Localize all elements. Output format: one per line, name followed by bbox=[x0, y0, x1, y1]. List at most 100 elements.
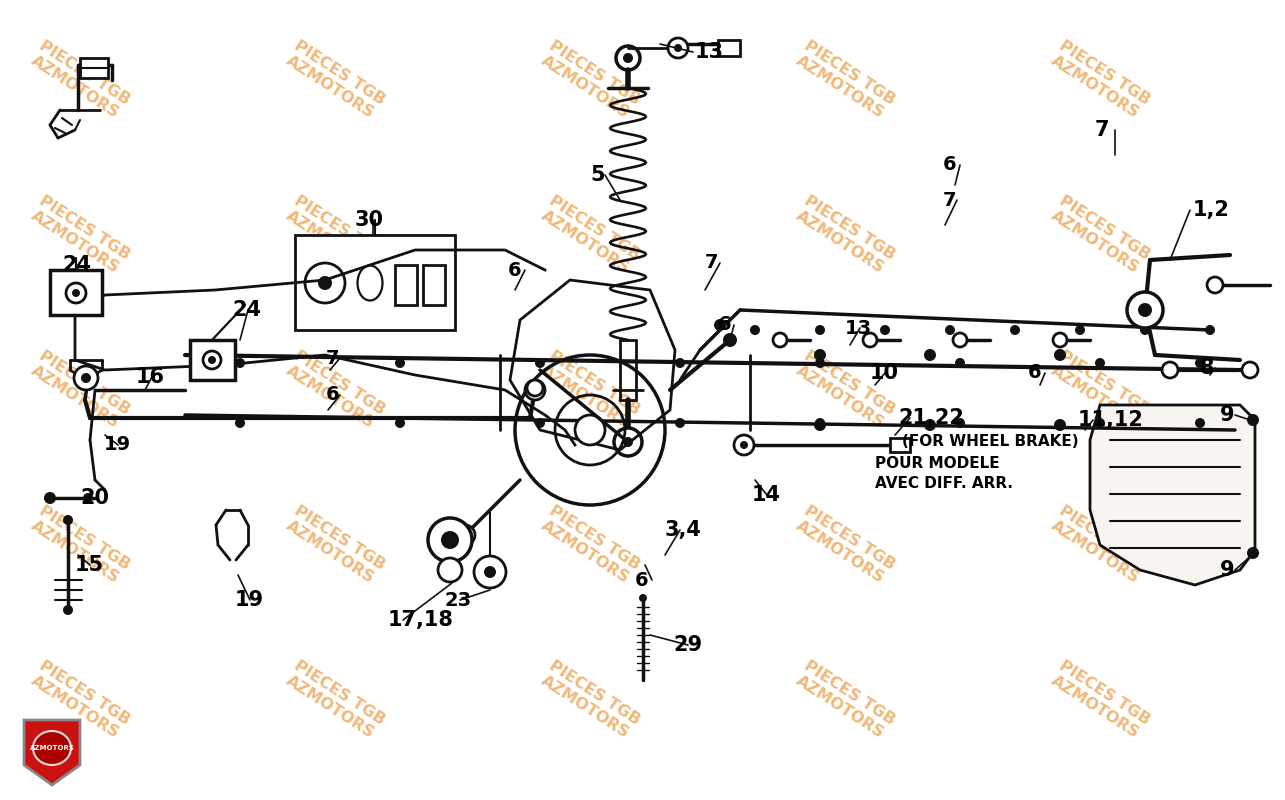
Text: (FOR WHEEL BRAKE): (FOR WHEEL BRAKE) bbox=[902, 434, 1078, 450]
Text: PIECES TGB
AZMOTORS: PIECES TGB AZMOTORS bbox=[283, 193, 388, 277]
Circle shape bbox=[75, 366, 98, 390]
Text: PIECES TGB
AZMOTORS: PIECES TGB AZMOTORS bbox=[1047, 658, 1153, 742]
Text: 5: 5 bbox=[590, 165, 605, 185]
Circle shape bbox=[1095, 358, 1105, 368]
Text: 13: 13 bbox=[695, 42, 723, 62]
Text: 10: 10 bbox=[870, 363, 899, 383]
Circle shape bbox=[740, 441, 748, 449]
Text: PIECES TGB
AZMOTORS: PIECES TGB AZMOTORS bbox=[27, 658, 132, 742]
Text: 21,22: 21,22 bbox=[898, 408, 964, 428]
Circle shape bbox=[526, 380, 545, 400]
Text: 17,18: 17,18 bbox=[388, 610, 454, 630]
Circle shape bbox=[774, 333, 786, 347]
Circle shape bbox=[734, 435, 754, 455]
Circle shape bbox=[484, 566, 496, 578]
Text: PIECES TGB
AZMOTORS: PIECES TGB AZMOTORS bbox=[1047, 193, 1153, 277]
Circle shape bbox=[1095, 418, 1105, 428]
Text: PIECES TGB
AZMOTORS: PIECES TGB AZMOTORS bbox=[27, 348, 132, 432]
Circle shape bbox=[208, 356, 216, 364]
Text: 16: 16 bbox=[136, 367, 164, 387]
Circle shape bbox=[714, 319, 726, 331]
Circle shape bbox=[1195, 418, 1205, 428]
Circle shape bbox=[955, 418, 965, 428]
Circle shape bbox=[815, 418, 825, 428]
Circle shape bbox=[574, 415, 605, 445]
Circle shape bbox=[675, 418, 685, 428]
Circle shape bbox=[1052, 333, 1067, 347]
Circle shape bbox=[815, 358, 825, 368]
Circle shape bbox=[235, 418, 245, 428]
Circle shape bbox=[955, 358, 965, 368]
Circle shape bbox=[1054, 349, 1067, 361]
Circle shape bbox=[84, 493, 93, 503]
Circle shape bbox=[1010, 325, 1020, 335]
Text: AZMOTORS: AZMOTORS bbox=[30, 745, 75, 751]
Text: PIECES TGB
AZMOTORS: PIECES TGB AZMOTORS bbox=[27, 193, 132, 277]
Circle shape bbox=[66, 283, 86, 303]
Text: 8: 8 bbox=[1200, 358, 1214, 378]
Ellipse shape bbox=[33, 731, 71, 765]
Circle shape bbox=[1127, 292, 1163, 328]
Text: 6: 6 bbox=[718, 315, 731, 334]
Circle shape bbox=[924, 349, 935, 361]
Text: 7: 7 bbox=[326, 349, 339, 367]
Circle shape bbox=[438, 558, 463, 582]
Text: PIECES TGB
AZMOTORS: PIECES TGB AZMOTORS bbox=[537, 658, 642, 742]
Circle shape bbox=[428, 518, 472, 562]
Text: PIECES TGB
AZMOTORS: PIECES TGB AZMOTORS bbox=[537, 193, 642, 277]
Circle shape bbox=[1207, 277, 1223, 293]
Circle shape bbox=[394, 358, 405, 368]
Circle shape bbox=[864, 333, 876, 347]
Text: 13: 13 bbox=[846, 318, 873, 338]
Circle shape bbox=[614, 428, 642, 456]
Text: PIECES TGB
AZMOTORS: PIECES TGB AZMOTORS bbox=[537, 503, 642, 587]
Text: PIECES TGB
AZMOTORS: PIECES TGB AZMOTORS bbox=[792, 503, 898, 587]
Text: 11,12: 11,12 bbox=[1078, 410, 1144, 430]
Text: 6: 6 bbox=[326, 386, 339, 405]
Text: PIECES TGB
AZMOTORS: PIECES TGB AZMOTORS bbox=[27, 38, 132, 122]
Text: 14: 14 bbox=[752, 485, 781, 505]
Polygon shape bbox=[1090, 405, 1255, 585]
Text: PIECES TGB
AZMOTORS: PIECES TGB AZMOTORS bbox=[792, 348, 898, 432]
Bar bbox=[50, 270, 102, 315]
Circle shape bbox=[72, 289, 80, 297]
Text: PIECES TGB
AZMOTORS: PIECES TGB AZMOTORS bbox=[792, 658, 898, 742]
Circle shape bbox=[1243, 362, 1258, 378]
Circle shape bbox=[813, 349, 826, 361]
Circle shape bbox=[441, 531, 459, 549]
Circle shape bbox=[750, 325, 759, 335]
Text: PIECES TGB
AZMOTORS: PIECES TGB AZMOTORS bbox=[792, 38, 898, 122]
Circle shape bbox=[668, 38, 687, 58]
Text: AVEC DIFF. ARR.: AVEC DIFF. ARR. bbox=[875, 475, 1013, 490]
Text: 9: 9 bbox=[1219, 560, 1235, 580]
Circle shape bbox=[455, 525, 475, 545]
Circle shape bbox=[1076, 325, 1085, 335]
Circle shape bbox=[63, 515, 73, 525]
Bar bbox=[296, 235, 455, 330]
Circle shape bbox=[305, 263, 344, 303]
Circle shape bbox=[623, 437, 634, 447]
Circle shape bbox=[317, 276, 332, 290]
Circle shape bbox=[944, 325, 955, 335]
Circle shape bbox=[474, 556, 506, 588]
Text: 20: 20 bbox=[80, 488, 109, 508]
Bar bbox=[394, 265, 418, 305]
Bar bbox=[891, 438, 910, 452]
Text: PIECES TGB
AZMOTORS: PIECES TGB AZMOTORS bbox=[283, 38, 388, 122]
Text: POUR MODELE: POUR MODELE bbox=[875, 455, 1000, 470]
Text: PIECES TGB
AZMOTORS: PIECES TGB AZMOTORS bbox=[537, 38, 642, 122]
Circle shape bbox=[623, 53, 634, 63]
Text: 24: 24 bbox=[233, 300, 261, 320]
Text: 24: 24 bbox=[62, 255, 91, 275]
Polygon shape bbox=[24, 720, 80, 785]
Text: 1,2: 1,2 bbox=[1192, 200, 1230, 220]
Text: 15: 15 bbox=[75, 555, 104, 575]
Text: 23: 23 bbox=[445, 590, 472, 610]
Circle shape bbox=[675, 358, 685, 368]
Text: PIECES TGB
AZMOTORS: PIECES TGB AZMOTORS bbox=[283, 658, 388, 742]
Bar bbox=[718, 40, 740, 56]
Text: PIECES TGB
AZMOTORS: PIECES TGB AZMOTORS bbox=[27, 503, 132, 587]
Text: 6: 6 bbox=[943, 155, 956, 174]
Circle shape bbox=[235, 358, 245, 368]
Circle shape bbox=[880, 325, 891, 335]
